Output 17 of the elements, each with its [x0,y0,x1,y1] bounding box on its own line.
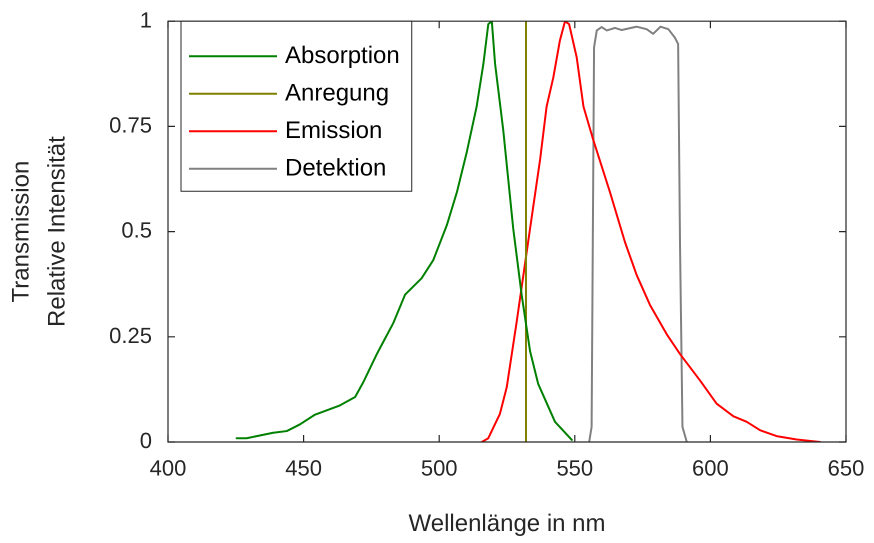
legend-label: Absorption [285,42,400,69]
y-tick-label: 1 [140,7,152,32]
x-tick-label: 450 [285,455,322,480]
x-tick-label: 400 [150,455,186,480]
x-axis-title: Wellenlänge in nm [408,510,606,538]
legend-label: Anregung [285,79,390,106]
legend-label: Emission [285,116,382,144]
y-tick-label: 0 [140,428,152,454]
x-tick-label: 650 [828,455,864,480]
x-tick-label: 600 [692,455,729,480]
y-tick-label: 0.5 [121,218,152,243]
legend-label: Detektion [285,154,386,182]
x-tick-label: 500 [420,455,458,480]
y-axis-title: Transmission Relative Intensität [8,136,71,327]
y-tick-label: 0.75 [109,112,152,138]
y-tick-label: 0.25 [109,322,152,348]
x-tick-label: 550 [556,455,594,480]
